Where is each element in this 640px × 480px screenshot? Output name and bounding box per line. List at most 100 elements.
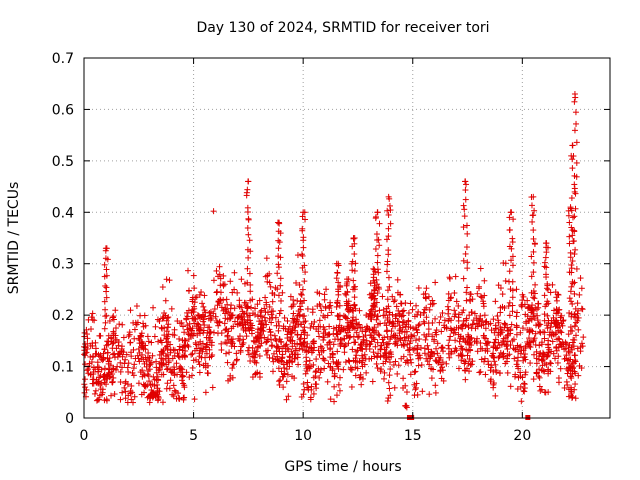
data-point bbox=[231, 269, 238, 276]
data-point bbox=[167, 347, 174, 354]
data-point bbox=[227, 372, 234, 379]
data-point bbox=[568, 207, 575, 214]
data-point bbox=[500, 260, 507, 267]
data-point bbox=[366, 310, 373, 317]
data-point bbox=[578, 285, 585, 292]
data-point bbox=[268, 311, 275, 318]
data-point bbox=[401, 342, 408, 349]
data-point bbox=[97, 381, 104, 388]
data-point bbox=[481, 358, 488, 365]
data-point bbox=[463, 289, 470, 296]
data-point bbox=[490, 350, 497, 357]
data-point bbox=[257, 326, 264, 333]
data-point bbox=[384, 287, 391, 294]
data-point bbox=[333, 392, 340, 399]
y-tick-label: 0.1 bbox=[52, 360, 74, 376]
data-point bbox=[283, 366, 290, 373]
data-point bbox=[578, 340, 585, 347]
data-point bbox=[438, 344, 445, 351]
data-point bbox=[210, 310, 217, 317]
data-point bbox=[310, 374, 317, 381]
data-point bbox=[272, 356, 279, 363]
data-point bbox=[560, 317, 567, 324]
data-point bbox=[569, 258, 576, 265]
data-point bbox=[191, 303, 198, 310]
data-point bbox=[301, 278, 308, 285]
data-point bbox=[102, 306, 109, 313]
data-point bbox=[396, 322, 403, 329]
data-point bbox=[322, 305, 329, 312]
data-point bbox=[571, 213, 578, 220]
data-point bbox=[234, 356, 241, 363]
data-point bbox=[103, 342, 110, 349]
data-point bbox=[313, 385, 320, 392]
data-point bbox=[513, 361, 520, 368]
data-point bbox=[323, 286, 330, 293]
data-point bbox=[568, 344, 575, 351]
data-point bbox=[437, 354, 444, 361]
data-point bbox=[530, 269, 537, 276]
data-point bbox=[102, 245, 109, 252]
data-point bbox=[95, 368, 102, 375]
data-point bbox=[566, 309, 573, 316]
data-point bbox=[209, 384, 216, 391]
data-point bbox=[246, 312, 253, 319]
data-point bbox=[354, 334, 361, 341]
data-point bbox=[532, 330, 539, 337]
data-point bbox=[444, 303, 451, 310]
data-point bbox=[468, 335, 475, 342]
data-point bbox=[385, 225, 392, 232]
data-point bbox=[263, 321, 270, 328]
data-point bbox=[342, 314, 349, 321]
data-point bbox=[401, 334, 408, 341]
data-point bbox=[244, 347, 251, 354]
data-point bbox=[292, 347, 299, 354]
data-point bbox=[156, 366, 163, 373]
data-point bbox=[513, 286, 520, 293]
data-point bbox=[488, 327, 495, 334]
data-point bbox=[352, 364, 359, 371]
data-point bbox=[189, 372, 196, 379]
data-point bbox=[241, 310, 248, 317]
data-point bbox=[285, 393, 292, 400]
data-point bbox=[572, 305, 579, 312]
data-point bbox=[262, 294, 269, 301]
data-point bbox=[428, 349, 435, 356]
data-point bbox=[521, 380, 528, 387]
data-point bbox=[363, 369, 370, 376]
data-point bbox=[166, 385, 173, 392]
data-point bbox=[255, 343, 262, 350]
data-point bbox=[561, 384, 568, 391]
data-point bbox=[89, 310, 96, 317]
data-point bbox=[536, 383, 543, 390]
data-point bbox=[354, 347, 361, 354]
data-points-layer bbox=[81, 91, 587, 420]
data-point bbox=[398, 313, 405, 320]
data-point bbox=[373, 276, 380, 283]
data-point bbox=[577, 344, 584, 351]
data-point bbox=[438, 328, 445, 335]
data-point bbox=[220, 282, 227, 289]
data-point bbox=[335, 279, 342, 286]
data-point bbox=[307, 396, 314, 403]
data-point bbox=[119, 389, 126, 396]
data-point bbox=[163, 317, 170, 324]
data-point bbox=[450, 330, 457, 337]
data-point bbox=[105, 358, 112, 365]
data-point bbox=[543, 322, 550, 329]
data-point bbox=[144, 333, 151, 340]
data-point bbox=[541, 292, 548, 299]
data-point bbox=[540, 349, 547, 356]
data-point bbox=[223, 340, 230, 347]
data-point bbox=[213, 289, 220, 296]
data-point bbox=[287, 336, 294, 343]
data-point bbox=[445, 290, 452, 297]
data-point bbox=[217, 275, 224, 282]
data-point bbox=[476, 316, 483, 323]
data-point bbox=[302, 370, 309, 377]
data-point bbox=[247, 297, 254, 304]
data-point bbox=[300, 209, 307, 216]
data-point bbox=[490, 368, 497, 375]
data-point bbox=[460, 336, 467, 343]
data-point bbox=[121, 384, 128, 391]
